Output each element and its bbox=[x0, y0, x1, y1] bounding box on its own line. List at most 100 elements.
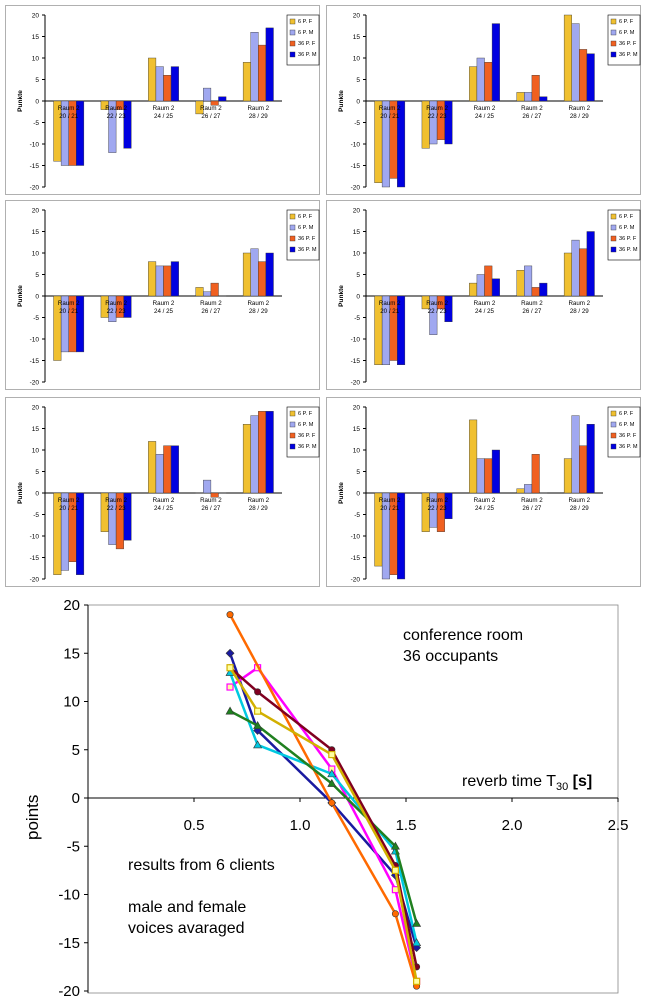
y-tick-label: 0 bbox=[356, 99, 360, 106]
y-axis-label: Punkte bbox=[338, 285, 345, 307]
y-tick-label: 20 bbox=[32, 13, 40, 20]
legend-swatch bbox=[290, 422, 295, 427]
y-tick-label: -10 bbox=[30, 142, 40, 149]
y-tick-label: 5 bbox=[35, 469, 39, 476]
bar bbox=[266, 253, 274, 296]
y-axis-label: Punkte bbox=[17, 285, 24, 307]
bar bbox=[564, 253, 572, 296]
x-tick-label: 2.0 bbox=[502, 817, 523, 834]
y-tick-label: 0 bbox=[356, 491, 360, 498]
y-tick-label: -5 bbox=[67, 838, 80, 855]
y-tick-label: 15 bbox=[32, 229, 40, 236]
bar bbox=[148, 262, 156, 296]
bar bbox=[156, 266, 164, 296]
y-tick-label: -15 bbox=[351, 358, 361, 365]
x-tick-label: 1.5 bbox=[396, 817, 417, 834]
y-tick-label: -15 bbox=[30, 555, 40, 562]
legend-swatch bbox=[290, 236, 295, 241]
legend-label: 36 P. M bbox=[619, 52, 638, 58]
bar bbox=[532, 454, 540, 493]
bar bbox=[171, 67, 179, 101]
bar bbox=[587, 54, 595, 101]
legend-label: 36 P. F bbox=[619, 236, 637, 242]
legend-label: 36 P. F bbox=[619, 41, 637, 47]
y-tick-label: 15 bbox=[63, 645, 80, 662]
y-tick-label: -20 bbox=[30, 380, 40, 387]
bar bbox=[477, 459, 485, 493]
y-tick-label: 5 bbox=[356, 272, 360, 279]
bar bbox=[539, 97, 547, 101]
legend-swatch bbox=[290, 214, 295, 219]
annotation-top-line: conference room bbox=[403, 627, 523, 644]
bar bbox=[171, 446, 179, 493]
x-tick-label: 2.5 bbox=[608, 817, 629, 834]
y-tick-label: 5 bbox=[35, 77, 39, 84]
legend-swatch bbox=[290, 444, 295, 449]
y-tick-label: 15 bbox=[353, 229, 361, 236]
y-tick-label: 20 bbox=[353, 208, 361, 215]
y-tick-label: 15 bbox=[32, 426, 40, 433]
series-marker bbox=[254, 689, 260, 695]
legend-swatch bbox=[290, 433, 295, 438]
y-tick-label: -5 bbox=[354, 512, 360, 519]
y-axis-label: Punkte bbox=[17, 482, 24, 504]
legend-label: 6 P. F bbox=[298, 19, 313, 25]
bar bbox=[572, 24, 580, 101]
bar bbox=[492, 24, 500, 101]
bar bbox=[258, 262, 266, 296]
annotation-bottom-line: male and female bbox=[128, 899, 246, 916]
legend-label: 6 P. F bbox=[619, 411, 634, 417]
bar bbox=[171, 262, 179, 296]
x-tick-label: 1.0 bbox=[290, 817, 311, 834]
bar bbox=[243, 424, 251, 493]
bar bbox=[539, 283, 547, 296]
y-tick-label: 20 bbox=[353, 13, 361, 20]
y-tick-label: 5 bbox=[72, 742, 80, 759]
y-tick-label: 0 bbox=[72, 790, 80, 807]
bar bbox=[477, 58, 485, 101]
bar bbox=[469, 420, 477, 493]
y-axis-label: Punkte bbox=[338, 482, 345, 504]
legend-label: 36 P. M bbox=[298, 444, 317, 450]
annotation-top-line: 36 occupants bbox=[403, 648, 498, 665]
bar bbox=[485, 459, 493, 493]
legend-swatch bbox=[290, 247, 295, 252]
bar bbox=[196, 287, 204, 296]
bar bbox=[251, 416, 259, 493]
bar bbox=[156, 67, 164, 101]
legend-swatch bbox=[611, 236, 616, 241]
legend-swatch bbox=[290, 411, 295, 416]
bar bbox=[148, 58, 156, 101]
y-axis-label: points bbox=[23, 795, 42, 840]
y-axis-label: Punkte bbox=[338, 90, 345, 112]
legend-label: 6 P. F bbox=[619, 19, 634, 25]
y-tick-label: -15 bbox=[30, 358, 40, 365]
legend-label: 6 P. M bbox=[619, 30, 635, 36]
y-tick-label: 15 bbox=[353, 34, 361, 41]
bar bbox=[218, 97, 226, 101]
legend-label: 36 P. M bbox=[619, 444, 638, 450]
legend-swatch bbox=[611, 214, 616, 219]
bar bbox=[164, 266, 172, 296]
bar bbox=[579, 49, 587, 101]
y-tick-label: -5 bbox=[33, 315, 39, 322]
legend-swatch bbox=[290, 225, 295, 230]
